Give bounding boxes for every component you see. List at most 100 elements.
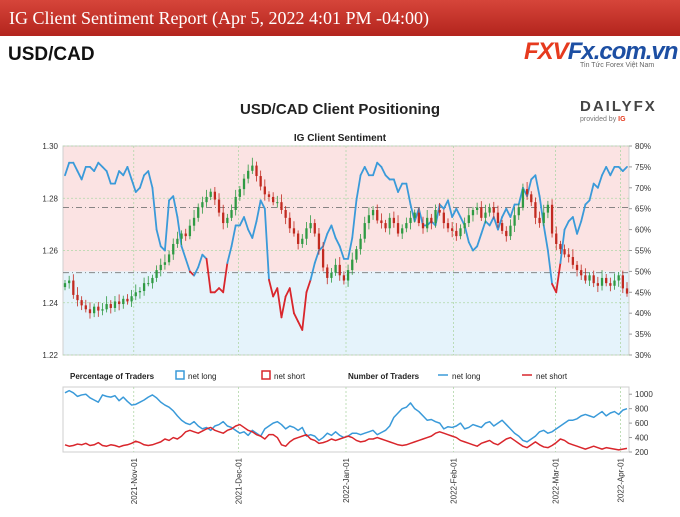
candle-body [555, 233, 558, 244]
sentiment-line-segment [347, 237, 354, 260]
x-tick-label: 2022-Apr-01 [617, 457, 626, 502]
candle-body [500, 223, 504, 231]
candle-body [251, 165, 254, 171]
sentiment-line-segment [268, 278, 275, 298]
candle-body [567, 254, 570, 258]
candle-body [230, 210, 233, 218]
sentiment-line-segment [596, 174, 603, 189]
sentiment-line-segment [93, 161, 100, 172]
candle-body [155, 270, 158, 278]
candle-body [430, 217, 433, 224]
sentiment-line-segment [380, 165, 387, 177]
candle-body [388, 217, 391, 229]
sentiment-line-segment [584, 199, 591, 206]
candle-body [371, 210, 375, 216]
pct-tick-label: 70% [635, 184, 651, 193]
candle-body [417, 212, 420, 224]
sentiment-line-segment [213, 287, 220, 294]
candle-body [163, 262, 167, 265]
sentiment-line-segment [284, 287, 291, 298]
candle-body [609, 283, 612, 286]
candle-body [209, 191, 212, 197]
candle-body [359, 238, 362, 250]
candle-body [147, 283, 150, 285]
candle-body [226, 217, 229, 224]
pct-tick-label: 55% [635, 247, 651, 256]
candle-body [134, 292, 137, 297]
sentiment-line-segment [355, 174, 362, 202]
candle-body [330, 272, 333, 278]
sentiment-line-segment [484, 220, 491, 227]
candle-body [122, 298, 125, 305]
sentiment-line-segment [164, 199, 170, 252]
candle-body [521, 189, 525, 208]
candle-body [455, 230, 458, 237]
sentiment-line-segment [126, 165, 133, 181]
candle-body [538, 217, 541, 224]
candle-body [305, 228, 308, 239]
candle-body [421, 223, 425, 229]
candle-body [509, 225, 512, 237]
candle-body [97, 306, 100, 311]
sentiment-line-segment [326, 224, 333, 235]
legend-pct-long: net long [188, 372, 216, 381]
sentiment-line-segment [230, 224, 237, 248]
logo-part1: FXV [524, 38, 569, 65]
candle-body [534, 202, 537, 218]
candle-body [380, 220, 383, 224]
sentiment-line-segment [617, 165, 624, 172]
candle-body [234, 196, 237, 211]
candle-body [463, 223, 466, 229]
candle-body [176, 238, 179, 244]
candle-body [267, 194, 271, 197]
candle-body [367, 215, 371, 224]
sentiment-line-segment [588, 182, 595, 202]
candle-body [72, 280, 75, 295]
x-tick-label: 2021-Nov-01 [130, 457, 139, 504]
sentiment-line-segment [413, 207, 420, 223]
candle-body [621, 275, 624, 289]
pct-tick-label: 80% [635, 142, 651, 151]
candle-body [205, 196, 208, 203]
candle-body [88, 309, 92, 314]
sentiment-line-segment [563, 220, 570, 231]
sentiment-line-segment [405, 182, 412, 206]
candle-body [596, 283, 600, 286]
candle-body [584, 275, 587, 281]
x-tick-label: 2021-Dec-01 [234, 457, 243, 504]
sentiment-line-segment [621, 165, 628, 172]
candle-body [409, 217, 412, 224]
candle-body [355, 249, 358, 260]
sentiment-line-segment [197, 253, 204, 269]
candle-body [600, 277, 604, 286]
sentiment-line-segment [184, 257, 191, 273]
candle-body [438, 210, 441, 213]
price-tick-label: 1.26 [42, 247, 58, 256]
sentiment-line-segment [259, 199, 266, 210]
candle-body [338, 264, 341, 276]
sentiment-line-segment [313, 249, 320, 264]
legend-num-long: net long [452, 372, 480, 381]
candle-body [255, 165, 258, 177]
candle-body [213, 191, 217, 200]
sentiment-line-segment [488, 216, 495, 227]
sentiment-line-segment [247, 228, 254, 239]
sentiment-line-segment [330, 224, 337, 239]
report-title: IG Client Sentiment Report (Apr 5, 2022 … [9, 8, 429, 28]
price-tick-label: 1.22 [42, 351, 58, 360]
sentiment-line-segment [72, 161, 79, 172]
report-title-banner: IG Client Sentiment Report (Apr 5, 2022 … [0, 0, 680, 36]
sentiment-line-segment [89, 165, 96, 172]
candle-body [351, 259, 354, 271]
count-tick-label: 600 [635, 419, 649, 428]
candle-body [326, 267, 329, 278]
sentiment-line-segment [76, 170, 83, 181]
sentiment-line-segment [151, 186, 158, 231]
candle-body [272, 196, 275, 203]
candle-body [159, 264, 162, 271]
sentiment-line-segment [609, 165, 616, 177]
candle-body [63, 283, 67, 288]
sentiment-line-segment [542, 224, 549, 252]
candle-body [459, 228, 462, 237]
